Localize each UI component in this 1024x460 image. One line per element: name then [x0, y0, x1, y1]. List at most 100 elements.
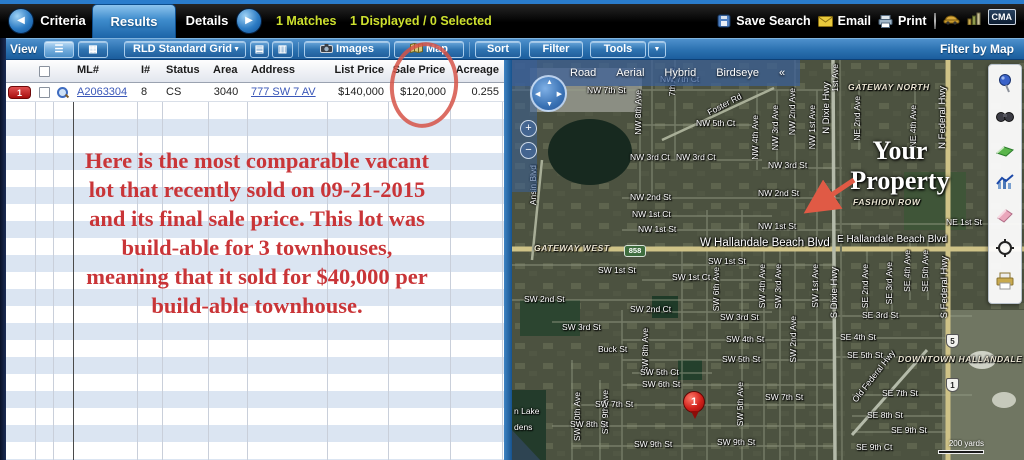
- map-icon: [410, 42, 423, 54]
- col-header-list-price[interactable]: List Price: [334, 64, 384, 76]
- results-toolbar: View ☰ ▦ RLD Standard Grid ▼ ▤ ▥ Images …: [0, 38, 1024, 60]
- customize-grid-button[interactable]: ▤: [250, 41, 269, 58]
- map-street-label: NW 1st St: [638, 224, 677, 234]
- stats-chart-icon[interactable]: [967, 12, 981, 30]
- row-number-badge[interactable]: 1: [8, 86, 31, 99]
- annotation-line: meaning that it sold for $40,000 per: [86, 264, 428, 289]
- map-street-label: NW 3rd St: [768, 160, 808, 170]
- tab-criteria[interactable]: Criteria: [40, 13, 86, 28]
- map-street-label: SE 2nd Ave: [860, 264, 870, 309]
- filter-by-map-button[interactable]: Filter by Map: [939, 42, 1014, 56]
- your-property-line: Your: [872, 136, 928, 165]
- your-property-line: Property: [850, 166, 950, 195]
- table-row[interactable]: 1 A2063304 8 CS 3040 777 SW 7 AV $140,00…: [6, 83, 504, 102]
- map-collapse-chevrons[interactable]: «: [779, 67, 786, 79]
- map-street-label: GATEWAY WEST: [534, 243, 610, 253]
- pan-left-icon[interactable]: ◀: [535, 91, 541, 98]
- images-button[interactable]: Images: [304, 41, 390, 58]
- map-street-label: SW 8th Ave: [640, 328, 650, 373]
- select-all-checkbox[interactable]: [39, 66, 50, 77]
- email-button[interactable]: Email: [817, 14, 871, 28]
- map-print-icon[interactable]: [995, 271, 1015, 291]
- map-mode-birdseye[interactable]: Birdseye: [716, 67, 760, 79]
- map-mode-aerial[interactable]: Aerial: [616, 67, 645, 79]
- map-street-label: E Hallandale Beach Blvd: [837, 234, 948, 245]
- map-pan-compass[interactable]: ▲ ▼ ◀ ▶: [530, 75, 567, 112]
- map-street-label: NW 3rd Ct: [676, 152, 716, 162]
- draw-area-icon[interactable]: [995, 139, 1015, 159]
- map-button[interactable]: Map: [394, 41, 464, 58]
- back-button[interactable]: ◀: [8, 8, 34, 34]
- road-shield: 5: [946, 334, 959, 348]
- drive-time-icon[interactable]: [943, 12, 960, 30]
- cell-sale-price: $120,000: [400, 86, 446, 98]
- toolbar-divider: [469, 42, 470, 57]
- map-street-label: SE 7th St: [882, 388, 918, 398]
- sort-button[interactable]: Sort: [475, 41, 521, 58]
- map-street-label: NE 1st St: [946, 217, 982, 227]
- col-header-acreage[interactable]: Acreage: [455, 64, 499, 76]
- pushpin-icon[interactable]: [995, 73, 1015, 93]
- list-view-button[interactable]: ☰: [44, 41, 74, 58]
- tab-details[interactable]: Details: [185, 13, 229, 28]
- ml-number-link[interactable]: A2063304: [77, 86, 128, 98]
- crosshair-icon[interactable]: [995, 238, 1015, 258]
- map-street-label: SW 3rd Ave: [773, 264, 783, 309]
- map-mode-road[interactable]: Road: [570, 67, 597, 79]
- col-header-i[interactable]: I#: [141, 64, 151, 76]
- map-street-label: SE 4th Ave: [902, 250, 912, 292]
- tools-button[interactable]: Tools: [590, 41, 646, 58]
- grid-column-line: [137, 60, 138, 460]
- chevron-down-icon: ▼: [233, 46, 240, 53]
- map-street-label: NW 1st St: [758, 221, 797, 231]
- toolbar-divider: [298, 42, 299, 57]
- map-street-label: NW 7th St: [587, 85, 626, 95]
- zoom-out-button[interactable]: −: [520, 142, 537, 159]
- cell-list-price: $140,000: [338, 86, 384, 98]
- pane-splitter[interactable]: [504, 60, 512, 460]
- row-checkbox[interactable]: [39, 87, 50, 98]
- cell-status: CS: [166, 86, 182, 98]
- binoculars-icon[interactable]: [995, 106, 1015, 126]
- cma-button[interactable]: CMA: [987, 9, 1016, 25]
- market-chart-icon[interactable]: [995, 172, 1015, 192]
- map-street-label: NW 1st Ct: [632, 209, 671, 219]
- filter-button[interactable]: Filter: [529, 41, 583, 58]
- save-search-button[interactable]: Save Search: [717, 14, 811, 28]
- col-header-address[interactable]: Address: [251, 64, 296, 76]
- map-street-label: SW 1st Ct: [672, 272, 711, 282]
- map-street-label: SW 8th St: [570, 419, 609, 429]
- annotation-line: build-able for 3 townhouses,: [121, 235, 393, 260]
- tools-dropdown-caret[interactable]: ▼: [648, 41, 666, 58]
- pan-right-icon[interactable]: ▶: [556, 91, 562, 98]
- cell-i: 8: [141, 86, 148, 98]
- camera-icon: [320, 44, 334, 53]
- zoom-in-button[interactable]: +: [520, 120, 537, 137]
- row-detail-magnifier-icon[interactable]: [57, 87, 69, 99]
- print-button[interactable]: Print: [878, 14, 927, 28]
- col-header-ml[interactable]: ML#: [77, 64, 99, 76]
- col-header-sale-price[interactable]: Sale Price: [392, 64, 446, 76]
- map-street-label: S Federal Hwy: [939, 256, 950, 319]
- app-bar: ◀ Criteria Results Details ▶ 1 Matches 1…: [0, 4, 1024, 38]
- map-street-label: NW 1st Ave: [807, 105, 817, 150]
- eraser-icon[interactable]: [995, 205, 1015, 225]
- map-street-label: SW 1st St: [598, 265, 636, 275]
- grid-empty-rows: [6, 102, 504, 460]
- grid-layout-dropdown[interactable]: RLD Standard Grid ▼: [124, 41, 246, 58]
- property-arrow: [803, 177, 856, 214]
- grid-header-row: ML# I# Status Area Address List Price Sa…: [6, 60, 504, 83]
- map-mode-hybrid[interactable]: Hybrid: [664, 67, 697, 79]
- tab-results[interactable]: Results: [92, 4, 176, 38]
- forward-button[interactable]: ▶: [236, 8, 262, 34]
- col-header-area[interactable]: Area: [213, 64, 238, 76]
- pan-up-icon[interactable]: ▲: [546, 79, 553, 86]
- listing-map-marker[interactable]: 1: [683, 391, 705, 419]
- edit-grid-button[interactable]: ▥: [272, 41, 293, 58]
- address-link[interactable]: 777 SW 7 AV: [251, 86, 316, 98]
- map-street-label: SE 3rd St: [862, 310, 899, 320]
- grid-view-button[interactable]: ▦: [78, 41, 108, 58]
- col-header-status[interactable]: Status: [166, 64, 200, 76]
- pan-down-icon[interactable]: ▼: [546, 101, 553, 108]
